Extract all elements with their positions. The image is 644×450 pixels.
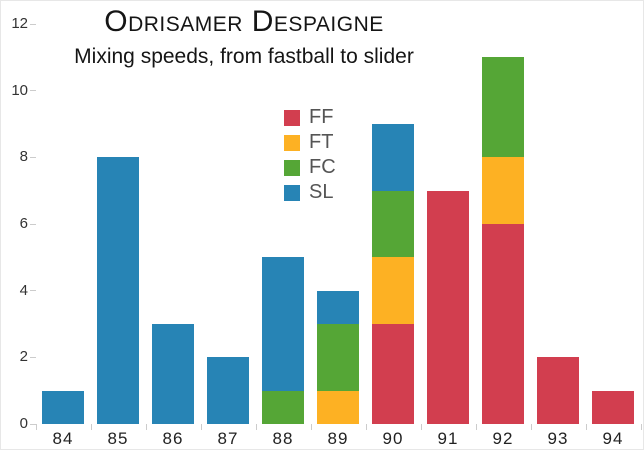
legend-item-FT: FT <box>284 130 336 155</box>
x-tick-label: 94 <box>602 429 624 448</box>
x-tick <box>90 424 92 430</box>
y-tick <box>30 290 36 292</box>
x-tick <box>420 424 422 430</box>
bar-segment-FT <box>317 390 359 424</box>
x-tick <box>585 424 587 430</box>
legend-swatch-FT <box>284 134 300 151</box>
x-tick <box>310 424 312 430</box>
bar-segment-FT <box>482 157 524 224</box>
y-tick-label: 8 <box>19 148 28 166</box>
legend: FF FT FC SL <box>284 105 336 205</box>
y-tick-label: 4 <box>19 281 28 299</box>
legend-label-FC: FC <box>309 156 336 178</box>
x-tick <box>145 424 147 430</box>
y-tick-label: 0 <box>19 415 28 432</box>
bar-segment-SL <box>372 124 414 191</box>
bar-segment-FF <box>537 357 579 424</box>
x-tick-label: 86 <box>162 429 184 448</box>
bar-segment-SL <box>207 357 249 424</box>
bar-segment-FT <box>372 257 414 324</box>
bar-segment-FC <box>372 190 414 258</box>
y-tick-label: 12 <box>11 15 28 32</box>
x-tick <box>35 424 37 430</box>
legend-item-SL: SL <box>284 180 336 205</box>
y-tick <box>30 23 36 25</box>
x-tick-label: 91 <box>437 429 459 448</box>
legend-swatch-FC <box>284 159 300 176</box>
x-tick-label: 87 <box>217 429 239 448</box>
x-tick-label: 84 <box>52 429 74 448</box>
x-tick-label: 85 <box>107 429 129 448</box>
legend-item-FF: FF <box>284 105 336 130</box>
y-tick-label: 10 <box>11 81 28 99</box>
legend-swatch-FF <box>284 109 300 126</box>
bar-segment-FF <box>427 190 469 424</box>
y-tick <box>30 223 36 225</box>
bar-segment-SL <box>152 324 194 424</box>
y-tick <box>30 356 36 358</box>
x-tick-label: 88 <box>272 429 294 448</box>
bar-segment-FF <box>592 390 634 424</box>
x-tick <box>200 424 202 430</box>
bar-segment-SL <box>97 157 139 424</box>
x-tick-label: 93 <box>547 429 569 448</box>
legend-item-FC: FC <box>284 155 336 180</box>
legend-label-SL: SL <box>309 181 334 203</box>
y-tick <box>30 156 36 158</box>
bar-segment-SL <box>262 257 304 391</box>
x-tick-label: 89 <box>327 429 349 448</box>
bar-segment-SL <box>42 390 84 424</box>
x-tick <box>365 424 367 430</box>
x-tick <box>530 424 532 430</box>
x-tick-label: 92 <box>492 429 514 448</box>
bar-segment-FC <box>262 390 304 424</box>
bar-segment-FC <box>317 324 359 391</box>
x-tick <box>255 424 257 430</box>
bar-segment-FF <box>482 224 524 424</box>
y-tick <box>30 423 36 425</box>
y-tick-label: 2 <box>19 348 28 366</box>
x-tick <box>475 424 477 430</box>
x-tick-label: 90 <box>382 429 404 448</box>
legend-label-FF: FF <box>309 106 334 128</box>
chart-subtitle: Mixing speeds, from fastball to slider <box>74 45 414 68</box>
y-tick-label: 6 <box>19 215 28 232</box>
bar-segment-FC <box>482 57 524 158</box>
legend-label-FT: FT <box>309 131 334 153</box>
chart-title: Odrisamer Despaigne <box>104 5 384 38</box>
x-tick <box>640 424 642 430</box>
bar-segment-FF <box>372 324 414 424</box>
y-tick <box>30 90 36 92</box>
legend-swatch-SL <box>284 184 300 201</box>
bar-segment-SL <box>317 290 359 324</box>
